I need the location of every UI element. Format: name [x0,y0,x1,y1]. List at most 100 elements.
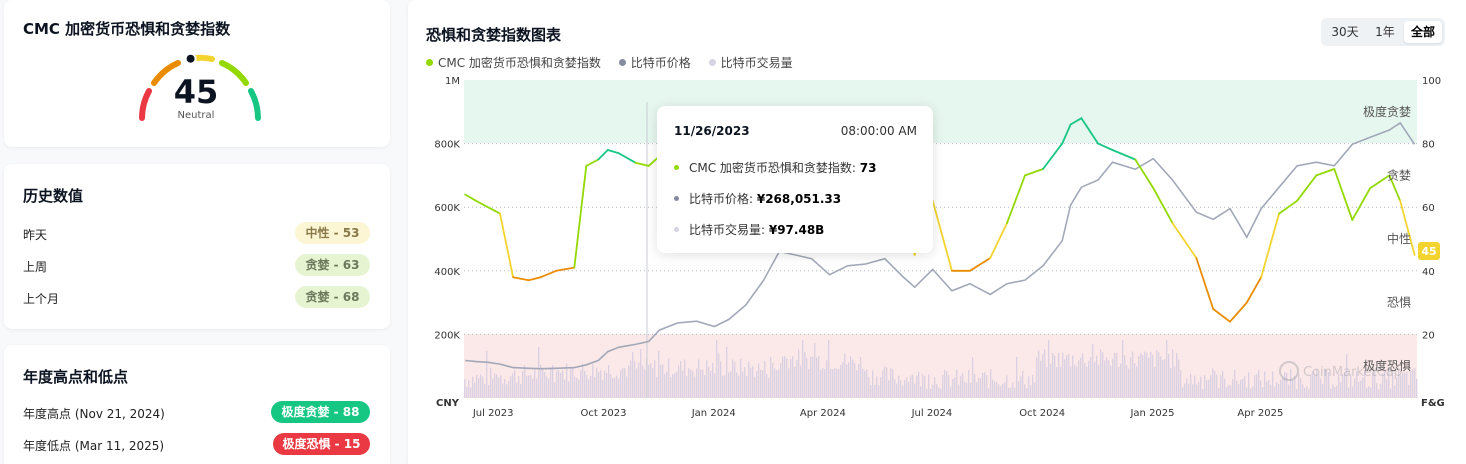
volume-bar [1126,365,1128,398]
legend-item-btc-price[interactable]: 比特币价格 [618,54,691,71]
fng-segment [555,266,576,272]
volume-bar [972,357,974,398]
volume-bar [1176,352,1178,398]
yearly-high-label: 年度高点 (Nov 21, 2024) [23,407,165,421]
volume-bar [1020,376,1022,398]
volume-bar [638,362,640,398]
volume-bar [542,368,544,398]
volume-bar [1220,375,1222,398]
volume-bar [1170,368,1172,398]
gauge-title: CMC 加密货币恐惧和贪婪指数 [23,20,231,38]
volume-bar [690,369,692,398]
volume-bar [980,377,982,398]
volume-bar [1416,378,1418,398]
volume-bar [798,349,800,398]
volume-bar [1270,384,1272,398]
volume-bar [932,384,934,398]
volume-bar [1142,354,1144,398]
volume-bar [1140,353,1142,398]
fng-segment [1333,168,1354,221]
volume-bar [1330,388,1332,398]
volume-bar [1392,370,1394,398]
volume-bar [986,375,988,398]
volume-bar [1160,356,1162,398]
volume-bar [710,370,712,398]
volume-bar [598,371,600,398]
volume-bar [1184,383,1186,398]
legend-item-fng[interactable]: CMC 加密货币恐惧和贪婪指数 [426,54,601,71]
fng-segment [1111,149,1137,161]
volume-bar [786,358,788,398]
volume-bar [814,343,816,398]
volume-bar [1012,382,1014,398]
volume-bar [1166,340,1168,398]
volume-bar [920,386,922,398]
volume-bar [494,373,496,398]
volume-bar [1342,374,1344,398]
volume-bar [1258,369,1260,398]
volume-bar [1228,384,1230,398]
fng-segment [573,165,588,269]
tooltip-label: 比特币价格: [689,192,757,206]
volume-bar [1218,388,1220,398]
volume-bar [918,371,920,398]
fng-segment [1260,212,1280,279]
volume-bar [784,356,786,398]
volume-bar [836,368,838,398]
volume-bar [680,360,682,398]
volume-bar [464,379,466,398]
volume-bar [540,364,542,398]
current-value-badge: 45 [1418,242,1440,260]
volume-bar [1118,367,1120,398]
volume-bar [1214,370,1216,398]
volume-bar [538,347,540,398]
volume-bar [1358,381,1360,398]
legend-dot-icon [708,59,716,66]
volume-bar [838,369,840,398]
volume-bar [758,363,760,398]
volume-bar [1266,381,1268,398]
legend-item-btc-volume[interactable]: 比特币交易量 [708,54,793,71]
volume-bar [1146,352,1148,398]
volume-bar [970,382,972,398]
zone-extreme-greed [464,80,1417,143]
range-30d-button[interactable]: 30天 [1331,25,1359,39]
volume-bar [1404,372,1406,398]
watermark-logo: CoinMarketCap [1279,361,1402,381]
left-axis-tick: 400K [434,267,460,278]
fear-greed-chart[interactable]: 1M 800K 600K 400K 200K 100 80 60 40 20 Jul 2023 O… [408,72,1466,422]
volume-bar [982,372,984,398]
volume-bar [1106,357,1108,398]
volume-bar [856,370,858,398]
volume-bar [584,370,586,398]
history-badge-last-week: 贪婪 - 63 [295,254,370,276]
volume-bar [612,377,614,398]
range-1y-button[interactable]: 1年 [1375,25,1395,39]
volume-bar [1006,375,1008,398]
volume-bar [808,369,810,398]
yearly-title: 年度高点和低点 [23,368,129,386]
volume-bar [536,378,538,398]
volume-bar [736,372,738,398]
volume-bar [1308,389,1310,398]
volume-bar [1280,379,1282,398]
volume-bar [748,361,750,398]
tooltip-label: 比特币交易量: [689,223,769,237]
volume-bar [884,366,886,398]
tooltip-row-fng: CMC 加密货币恐惧和贪婪指数: 73 [674,159,877,176]
gauge-seg-fear [151,60,181,86]
fng-segment [634,161,650,167]
volume-bar [826,360,828,398]
range-all-button[interactable]: 全部 [1404,21,1442,43]
volume-bar [1120,363,1122,398]
volume-bar [1088,360,1090,398]
volume-bar [904,379,906,398]
volume-bar [768,378,770,398]
volume-bar [568,381,570,398]
volume-bar [770,356,772,398]
fng-segment [1278,199,1298,215]
volume-bar [526,375,528,398]
right-axis-unit: F&G [1421,398,1445,409]
volume-bar [492,378,494,398]
left-axis-unit: CNY [436,398,460,409]
